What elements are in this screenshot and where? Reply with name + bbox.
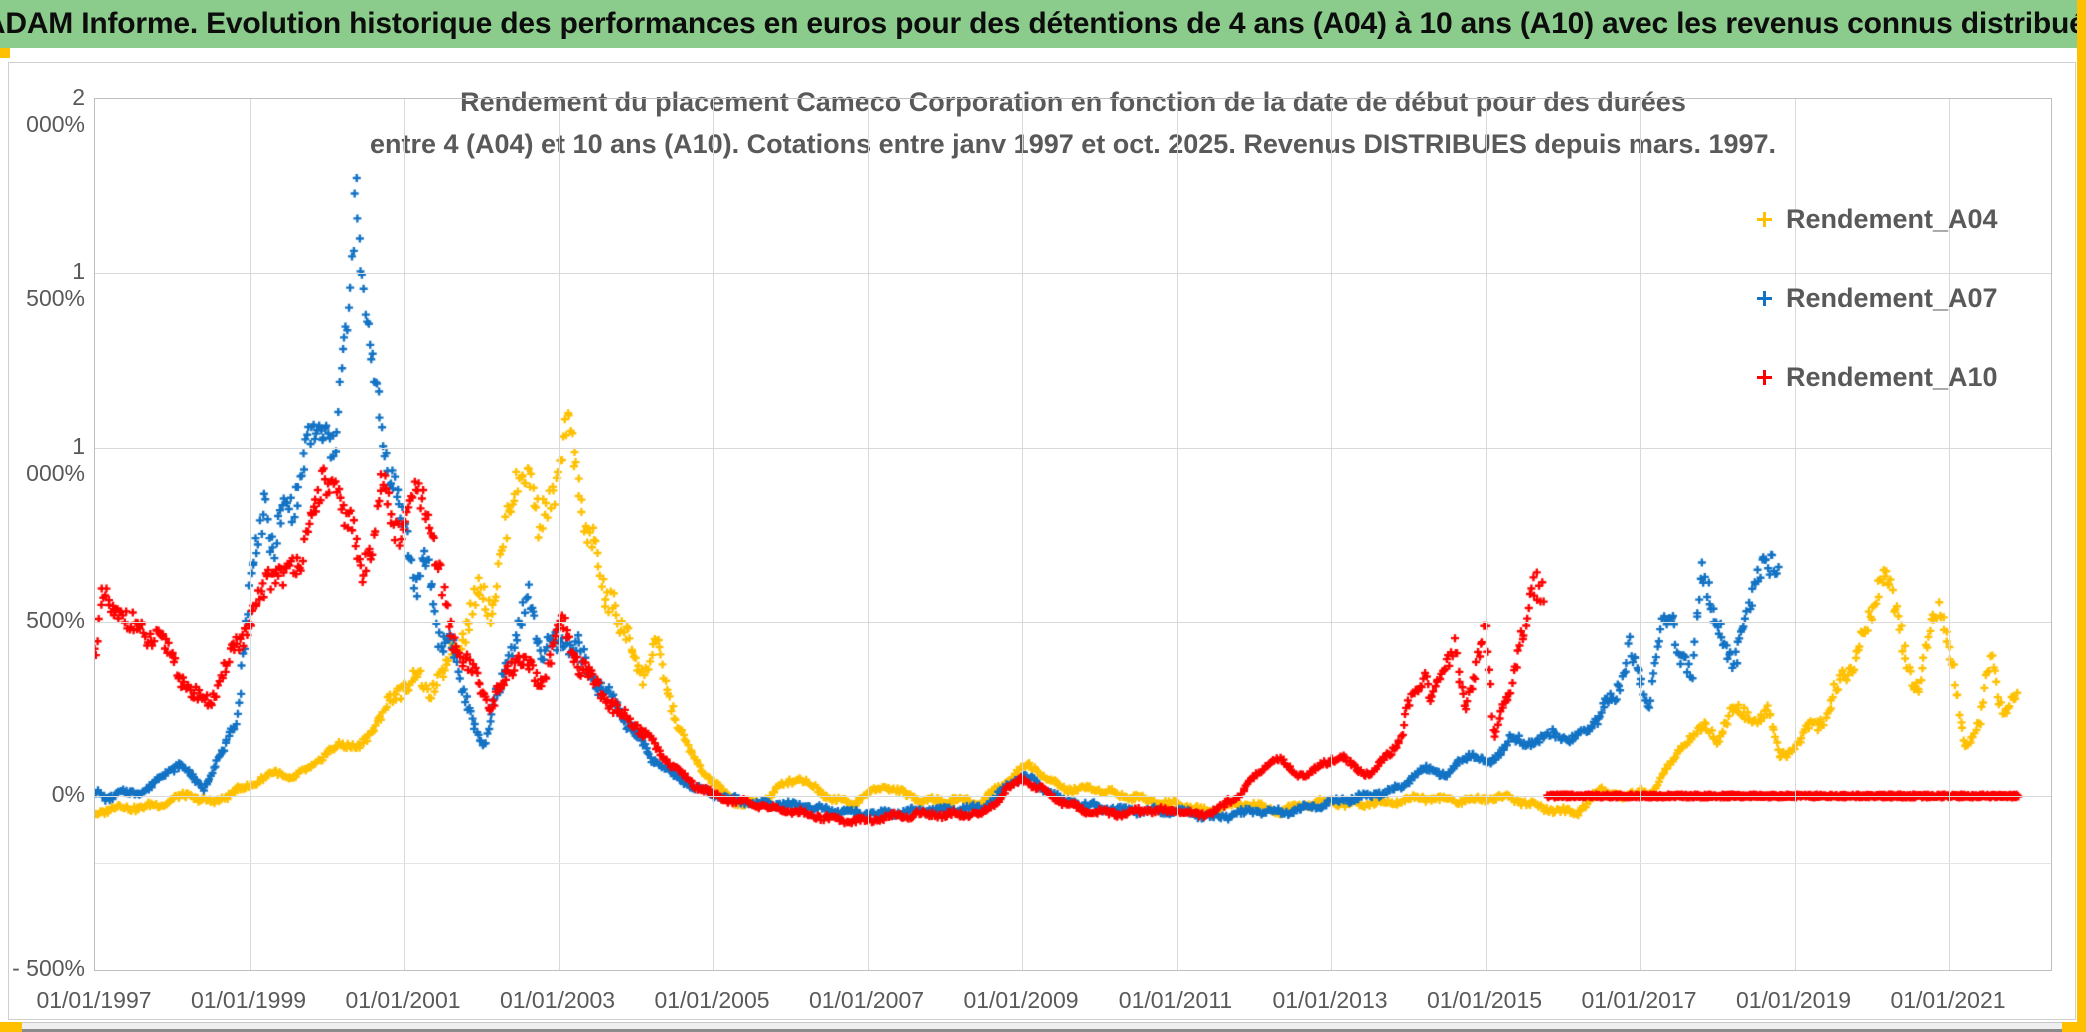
x-axis-tick-label: 01/01/2003 [499,987,616,1013]
legend-item-rendement_a04[interactable]: Rendement_A04 [1757,203,1998,235]
vertical-gridline [1794,99,1796,970]
vertical-gridline [558,99,560,970]
scatter-plot-canvas[interactable] [95,99,2051,970]
x-axis-tick-label: 01/01/2019 [1735,987,1852,1013]
legend-item-rendement_a07[interactable]: Rendement_A07 [1757,282,1998,314]
legend-label: Rendement_A10 [1786,361,1998,392]
accent-bottom-right-gold-tab [2062,1022,2086,1032]
horizontal-gridline-minor [95,862,2051,864]
accent-right-gold-strip [2077,0,2086,1032]
page-title: ADAM Informe. Evolution historique des p… [0,7,2086,40]
x-axis-tick-label: 01/01/2001 [345,987,461,1013]
header-bar: ADAM Informe. Evolution historique des p… [0,0,2086,48]
x-axis-tick-label: 01/01/2011 [1118,987,1233,1013]
legend-item-rendement_a10[interactable]: Rendement_A10 [1757,361,1998,393]
horizontal-gridline [95,273,2051,275]
vertical-gridline [1176,99,1178,970]
legend-label: Rendement_A07 [1786,282,1998,313]
legend-label: Rendement_A04 [1786,203,1998,234]
x-axis-tick-label: 01/01/2013 [1272,987,1388,1013]
vertical-gridline [1949,99,1950,970]
x-axis-tick-label: 01/01/2015 [1426,987,1543,1013]
x-axis-tick-label: 01/01/2005 [654,987,770,1013]
plus-marker-icon [1757,290,1772,306]
vertical-gridline [1022,99,1023,970]
y-axis-tick-label: - 500% [12,955,85,982]
bottom-strip [0,1022,2086,1032]
horizontal-gridline [95,796,2051,797]
vertical-gridline [1640,99,1641,970]
accent-bottom-left-gold-tab [0,1022,22,1032]
y-axis-tick-label: 0% [51,781,85,807]
marker-bar [1763,290,1766,306]
y-axis-tick-label: 2 000% [26,84,85,138]
vertical-gridline [1485,99,1487,970]
plus-marker-icon [1757,211,1772,227]
chart-area: Rendement du placement Cameco Corporatio… [8,62,2076,1020]
vertical-gridline [1331,99,1332,970]
y-axis-tick-label: 1 500% [26,258,85,312]
x-axis-tick-label: 01/01/2021 [1890,987,2006,1013]
marker-bar [1763,369,1766,385]
x-axis-tick-label: 01/01/2007 [808,987,925,1013]
horizontal-gridline [95,621,2051,623]
plot-area[interactable] [94,98,2052,971]
vertical-gridline [249,99,251,970]
plus-marker-icon [1757,369,1772,385]
vertical-gridline [713,99,714,970]
vertical-gridline [867,99,869,970]
x-axis-tick-label: 01/01/2009 [963,987,1079,1013]
vertical-gridline [404,99,405,970]
y-axis-tick-label: 1 000% [26,432,85,486]
accent-left-gold-square [0,48,10,58]
x-axis-tick-label: 01/01/1997 [36,987,152,1013]
horizontal-gridline [95,447,2051,449]
y-axis-tick-label: 500% [26,606,85,633]
x-axis-tick-label: 01/01/2017 [1581,987,1697,1013]
marker-bar [1763,211,1766,227]
x-axis-tick-label: 01/01/1999 [190,987,307,1013]
